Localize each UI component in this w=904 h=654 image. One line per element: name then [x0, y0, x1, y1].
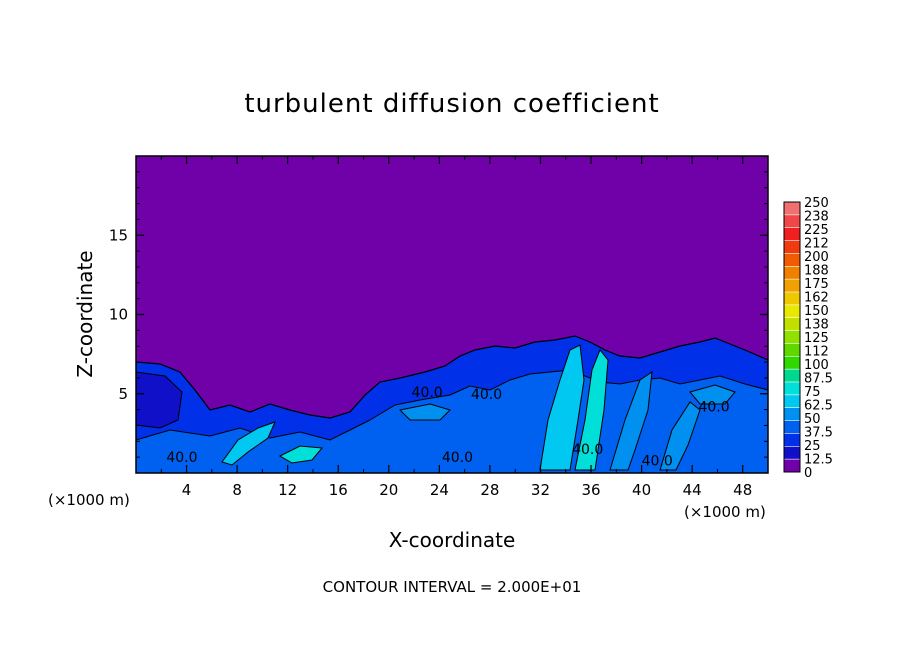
- colorbar-swatch: [784, 253, 800, 267]
- colorbar: 2502382252122001881751621501381251121008…: [783, 196, 833, 481]
- x-unit-right: (×1000 m): [684, 503, 766, 521]
- eddy-3: [278, 445, 323, 464]
- colorbar-swatch: [784, 317, 800, 332]
- contour-labels: 40.0 40.0 40.0 40.0 40.0 40.0 40.0: [166, 385, 729, 469]
- colorbar-label: 250: [804, 196, 829, 211]
- colorbar-swatch: [784, 394, 800, 409]
- x-tick-label: 20: [379, 481, 398, 499]
- contour-label: 40.0: [442, 450, 473, 466]
- colorbar-frame: [783, 201, 801, 473]
- colorbar-label: 0: [804, 466, 812, 481]
- x-tick-label: 12: [278, 481, 297, 499]
- streak-5: [659, 401, 701, 471]
- colorbar-swatch: [784, 266, 800, 280]
- y-tick-label: 15: [109, 226, 128, 244]
- colorbar-swatch: [784, 433, 800, 447]
- colorbar-label: 150: [804, 304, 829, 319]
- colorbar-label: 238: [804, 210, 829, 225]
- streak-4: [221, 421, 276, 466]
- x-tick-label: 48: [733, 481, 752, 499]
- colorbar-swatch: [784, 292, 800, 306]
- x-tick-label: 8: [232, 481, 242, 499]
- colorbar-label: 175: [804, 277, 829, 292]
- streak-2: [574, 349, 609, 471]
- contour-label: 40.0: [471, 387, 502, 403]
- contour-label: 40.0: [572, 442, 603, 458]
- colorbar-swatch: [784, 304, 800, 319]
- x-tick-label: 32: [531, 481, 550, 499]
- colorbar-swatch: [784, 407, 800, 422]
- eddy-1: [398, 403, 451, 421]
- colorbar-swatch: [784, 214, 800, 229]
- colorbar-swatch: [784, 202, 800, 216]
- colorbar-label: 162: [804, 291, 829, 306]
- colorbar-swatch: [784, 446, 800, 460]
- x-tick-label: 4: [182, 481, 192, 499]
- x-unit-left: (×1000 m): [48, 491, 130, 509]
- colorbar-label: 100: [804, 358, 829, 373]
- colorbar-label: 37.5: [804, 426, 833, 441]
- colorbar-label: 225: [804, 223, 829, 238]
- colorbar-swatch: [784, 369, 800, 383]
- x-axis: 4 8 12 16 20 24 28 32 36 40 44 48: [160, 156, 752, 499]
- y-tick-label: 5: [118, 385, 128, 403]
- colorbar-swatch: [784, 330, 800, 344]
- colorbar-label: 112: [804, 345, 829, 360]
- colorbar-label: 75: [804, 385, 821, 400]
- x-tick-label: 44: [683, 481, 702, 499]
- chart-title: turbulent diffusion coefficient: [244, 89, 659, 119]
- y-axis-label: Z-coordinate: [73, 250, 97, 377]
- contour-label: 40.0: [642, 453, 673, 469]
- contour-label: 40.0: [412, 385, 443, 401]
- colorbar-label: 12.5: [804, 453, 833, 468]
- colorbar-swatch: [784, 279, 800, 293]
- contour-label: 40.0: [698, 399, 729, 415]
- x-axis-label: X-coordinate: [389, 528, 516, 552]
- plot-area: [136, 156, 768, 473]
- colorbar-label: 212: [804, 237, 829, 252]
- colorbar-swatch: [784, 343, 800, 357]
- colorbar-label: 87.5: [804, 372, 833, 387]
- colorbar-swatch: [784, 227, 800, 242]
- colorbar-swatch: [784, 240, 800, 254]
- colorbar-label: 125: [804, 331, 829, 346]
- x-tick-label: 16: [329, 481, 348, 499]
- x-tick-label: 40: [632, 481, 651, 499]
- contour-label: 40.0: [166, 450, 197, 466]
- colorbar-swatch: [784, 382, 800, 396]
- y-axis: 5 10 15: [109, 171, 768, 458]
- eddy-2: [689, 384, 736, 405]
- x-tick-label: 24: [430, 481, 449, 499]
- colorbar-swatch: [784, 420, 800, 434]
- colorbar-swatch: [784, 459, 800, 473]
- colorbar-label: 62.5: [804, 399, 833, 414]
- colorbar-label: 50: [804, 412, 821, 427]
- colorbar-label: 200: [804, 250, 829, 265]
- colorbar-label: 25: [804, 439, 821, 454]
- contour-interval-note: CONTOUR INTERVAL = 2.000E+01: [323, 578, 582, 596]
- streak-3: [609, 370, 653, 471]
- colorbar-label: 188: [804, 264, 829, 279]
- colorbar-swatch: [784, 356, 800, 370]
- streak-1: [539, 344, 585, 471]
- x-tick-label: 36: [581, 481, 600, 499]
- mid-layer: [136, 369, 768, 473]
- y-tick-label: 10: [109, 306, 128, 324]
- x-tick-label: 28: [480, 481, 499, 499]
- colorbar-label: 138: [804, 318, 829, 333]
- streak-6: [136, 371, 183, 429]
